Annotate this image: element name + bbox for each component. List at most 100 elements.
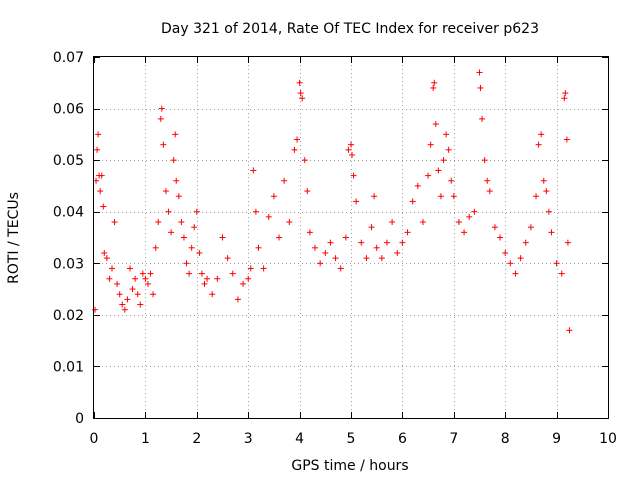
data-point: [322, 249, 329, 256]
chart-title: Day 321 of 2014, Rate Of TEC Index for r…: [161, 21, 539, 37]
data-point: [342, 234, 349, 241]
data-point: [425, 172, 432, 179]
data-point: [201, 280, 208, 287]
data-point: [193, 208, 200, 215]
data-point: [371, 193, 378, 200]
data-point: [294, 136, 301, 143]
data-point: [260, 265, 267, 272]
data-point: [108, 265, 115, 272]
data-point: [306, 229, 313, 236]
data-point: [443, 131, 450, 138]
data-point: [471, 208, 478, 215]
data-point: [350, 172, 357, 179]
data-point: [204, 275, 211, 282]
data-point: [175, 193, 182, 200]
data-point: [111, 219, 118, 226]
data-point: [142, 275, 149, 282]
data-point: [101, 249, 108, 256]
x-axis-ticks: 0 1 2 3 4 5 6 7 8 9 10: [90, 57, 617, 447]
data-point: [291, 146, 298, 153]
data-point: [172, 131, 179, 138]
data-point: [353, 198, 360, 205]
data-point: [535, 141, 542, 148]
data-point: [522, 239, 529, 246]
data-point: [373, 244, 380, 251]
data-point: [180, 234, 187, 241]
data-point: [270, 193, 277, 200]
data-point: [538, 131, 545, 138]
data-point: [129, 286, 136, 293]
x-tick-label: 1: [141, 431, 150, 447]
data-point: [378, 255, 385, 262]
data-point: [219, 234, 226, 241]
data-point: [332, 255, 339, 262]
data-point: [466, 213, 473, 220]
data-point: [437, 193, 444, 200]
data-point: [114, 280, 121, 287]
data-point: [445, 146, 452, 153]
y-axis-ticks: 0 0.01 0.02 0.03 0.04 0.05 0.06 0.07: [53, 50, 608, 427]
data-point: [312, 244, 319, 251]
data-point: [304, 188, 311, 195]
x-tick-label: 6: [398, 431, 407, 447]
data-point: [409, 198, 416, 205]
data-point: [265, 213, 272, 220]
data-point: [484, 177, 491, 184]
data-point: [337, 265, 344, 272]
x-tick-label: 8: [501, 431, 510, 447]
data-point: [98, 172, 105, 179]
data-point: [533, 193, 540, 200]
data-point: [103, 255, 110, 262]
data-point: [152, 244, 159, 251]
data-point: [158, 105, 165, 112]
data-point: [162, 188, 169, 195]
data-point: [147, 270, 154, 277]
data-point: [165, 208, 172, 215]
data-point: [502, 249, 509, 256]
data-point: [198, 270, 205, 277]
y-tick-label: 0.01: [53, 359, 84, 375]
data-point: [229, 270, 236, 277]
data-point: [419, 219, 426, 226]
data-point: [93, 177, 100, 184]
data-point: [124, 296, 131, 303]
data-point: [512, 270, 519, 277]
data-point: [349, 151, 356, 158]
data-point: [404, 229, 411, 236]
data-point: [121, 306, 128, 313]
data-point: [132, 275, 139, 282]
data-point: [160, 141, 167, 148]
y-tick-label: 0.05: [53, 153, 84, 169]
data-point: [561, 95, 568, 102]
data-point: [448, 177, 455, 184]
data-point: [540, 177, 547, 184]
data-point: [94, 146, 101, 153]
data-point: [476, 69, 483, 76]
y-tick-label: 0.06: [53, 102, 84, 118]
data-point: [491, 224, 498, 231]
y-tick-label: 0.04: [53, 205, 84, 221]
y-axis-title: ROTI / TECUs: [6, 192, 22, 284]
x-axis-title: GPS time / hours: [291, 458, 408, 474]
data-point: [450, 193, 457, 200]
y-tick-label: 0.07: [53, 50, 84, 66]
data-point: [286, 219, 293, 226]
plot-frame: [93, 56, 609, 419]
data-point: [545, 208, 552, 215]
data-point: [95, 131, 102, 138]
data-point: [345, 146, 352, 153]
data-point: [196, 249, 203, 256]
data-point: [126, 265, 133, 272]
data-point: [527, 224, 534, 231]
data-point: [399, 239, 406, 246]
x-tick-label: 0: [90, 431, 99, 447]
data-point: [150, 291, 157, 298]
x-tick-label: 2: [192, 431, 201, 447]
data-point: [240, 280, 247, 287]
x-tick-label: 7: [449, 431, 458, 447]
data-point: [507, 260, 514, 267]
data-point: [173, 177, 180, 184]
data-point: [497, 234, 504, 241]
x-tick-label: 10: [599, 431, 617, 447]
data-point: [245, 275, 252, 282]
